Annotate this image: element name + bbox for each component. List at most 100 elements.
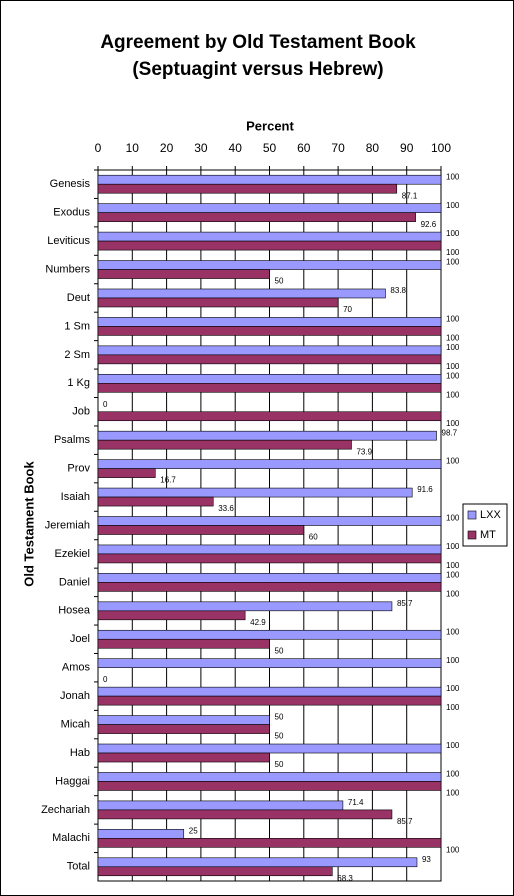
data-label: 50 — [275, 277, 284, 286]
y-tick-label: Numbers — [45, 263, 90, 275]
y-tick-label: Genesis — [50, 178, 91, 190]
y-tick-label: Hab — [70, 747, 90, 759]
data-label: 100 — [446, 741, 460, 750]
x-axis-title: Percent — [246, 118, 294, 133]
data-label: 100 — [446, 343, 460, 352]
y-tick-label: Job — [72, 406, 90, 418]
bar — [97, 857, 418, 868]
bar — [97, 354, 442, 365]
data-label: 100 — [446, 514, 460, 523]
bar — [97, 174, 442, 185]
y-tick-label: Malachi — [52, 832, 90, 844]
bar — [97, 203, 442, 213]
bar — [97, 430, 437, 441]
data-label: 100 — [446, 570, 460, 579]
data-label: 33.6 — [218, 504, 234, 513]
bar — [97, 601, 393, 612]
y-tick-label: Hosea — [58, 605, 91, 617]
bar — [97, 715, 270, 725]
bar — [97, 297, 339, 308]
data-label: 100 — [446, 627, 460, 636]
y-tick-label: Deut — [67, 292, 90, 304]
data-label: 92.6 — [421, 220, 437, 229]
data-label: 71.4 — [348, 798, 364, 807]
y-tick-label: Leviticus — [47, 235, 90, 247]
bar — [97, 838, 442, 848]
data-label: 100 — [446, 371, 460, 380]
bar — [97, 288, 386, 299]
x-tick-label: 50 — [263, 141, 277, 155]
data-label: 16.7 — [160, 476, 176, 485]
data-label: 87.1 — [402, 191, 418, 200]
data-label: 100 — [446, 703, 460, 712]
x-tick-label: 30 — [194, 141, 208, 155]
data-label: 50 — [275, 646, 284, 655]
bar — [97, 373, 442, 384]
data-label: 100 — [446, 419, 460, 428]
bar — [97, 183, 398, 194]
data-label: 0 — [103, 400, 108, 409]
y-tick-label: Micah — [61, 718, 90, 730]
data-label: 85.7 — [397, 817, 413, 826]
y-tick-label: Joel — [70, 633, 90, 645]
x-tick-label: 80 — [366, 141, 380, 155]
x-tick-label: 100 — [431, 141, 451, 155]
data-label: 100 — [446, 201, 460, 210]
bar — [97, 809, 393, 820]
y-tick-label: Haggai — [55, 775, 90, 787]
data-label: 100 — [446, 229, 460, 238]
data-label: 91.6 — [417, 485, 433, 494]
bar — [97, 516, 442, 526]
bar — [97, 439, 352, 450]
bar — [97, 468, 156, 478]
bar — [97, 240, 442, 251]
data-label: 100 — [446, 334, 460, 343]
y-tick-label: 1 Kg — [67, 377, 90, 389]
bar — [97, 658, 442, 669]
data-label: 50 — [275, 732, 284, 741]
data-label: 100 — [446, 542, 460, 551]
chart-title: Agreement by Old Testament Book — [100, 32, 416, 53]
bar — [97, 781, 442, 791]
x-tick-label: 90 — [400, 141, 414, 155]
bar — [97, 317, 442, 327]
data-label: 0 — [103, 675, 108, 684]
y-tick-label: Prov — [67, 463, 90, 475]
data-label: 100 — [446, 656, 460, 665]
data-label: 100 — [446, 561, 460, 570]
bar — [97, 382, 442, 393]
data-label: 73.9 — [356, 447, 372, 456]
data-label: 25 — [189, 826, 198, 835]
bar — [97, 553, 442, 564]
y-tick-label: 1 Sm — [64, 320, 90, 332]
bar — [97, 487, 413, 498]
x-tick-label: 10 — [126, 141, 140, 155]
data-label: 83.8 — [390, 286, 406, 295]
x-tick-label: 0 — [95, 141, 102, 155]
bar — [97, 459, 442, 469]
data-label: 100 — [446, 362, 460, 371]
data-label: 100 — [446, 845, 460, 854]
data-label: 100 — [446, 684, 460, 693]
y-tick-label: Exodus — [53, 207, 90, 219]
x-tick-label: 20 — [160, 141, 174, 155]
data-label: 70 — [343, 305, 352, 314]
y-tick-label: 2 Sm — [64, 349, 90, 361]
bar — [97, 752, 270, 763]
data-label: 100 — [446, 589, 460, 598]
data-label: 100 — [446, 248, 460, 257]
y-tick-label: Isaiah — [61, 491, 90, 503]
legend-swatch — [467, 530, 477, 540]
y-tick-label: Total — [67, 861, 90, 873]
data-label: 100 — [446, 789, 460, 798]
data-label: 100 — [446, 315, 460, 324]
data-label: 68.3 — [337, 874, 353, 883]
data-label: 100 — [446, 172, 460, 181]
data-label: 60 — [309, 533, 318, 542]
data-label: 42.9 — [250, 618, 266, 627]
y-tick-label: Jeremiah — [45, 519, 90, 531]
bar — [97, 772, 442, 782]
bar — [97, 743, 442, 754]
bar — [97, 260, 442, 270]
